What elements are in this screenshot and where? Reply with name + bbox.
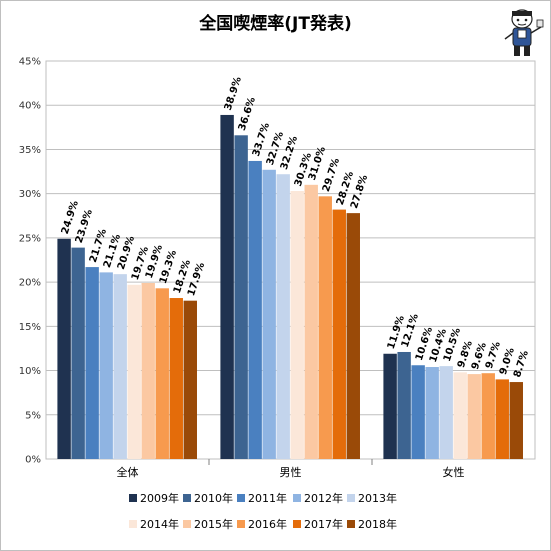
legend-swatch (237, 520, 245, 528)
legend-label: 2015年 (194, 517, 233, 531)
legend-label: 2017年 (304, 517, 343, 531)
bar (262, 169, 276, 459)
legend-label: 2018年 (358, 517, 397, 531)
bar (318, 196, 332, 459)
legend-swatch (183, 520, 191, 528)
y-tick-label: 5% (25, 410, 41, 421)
bar (183, 300, 197, 459)
bar (332, 209, 346, 459)
bar (439, 366, 453, 459)
y-tick-label: 45% (19, 57, 41, 68)
category-label: 男性 (280, 465, 302, 479)
bar (220, 114, 234, 459)
legend-label: 2014年 (140, 517, 179, 531)
y-tick-label: 35% (19, 145, 41, 156)
y-tick-label: 15% (19, 322, 41, 333)
legend-label: 2009年 (140, 491, 179, 505)
data-label: 38.9% (223, 75, 244, 111)
bar (99, 272, 113, 459)
bar (276, 174, 290, 459)
legend-swatch (347, 520, 355, 528)
mascot-illustration (504, 9, 544, 56)
chart-title: 全国喫煙率(JT発表) (199, 14, 352, 34)
bar (290, 191, 304, 459)
bar (71, 247, 85, 459)
bar (155, 288, 169, 459)
legend-label: 2016年 (248, 517, 287, 531)
bar (425, 367, 439, 459)
bar (481, 373, 495, 459)
category-label: 全体 (117, 465, 139, 479)
bar (57, 238, 71, 459)
bar (234, 135, 248, 459)
legend-swatch (129, 494, 137, 502)
bar (509, 382, 523, 459)
legend-swatch (183, 494, 191, 502)
bar (248, 160, 262, 460)
y-tick-label: 10% (19, 366, 41, 377)
legend-swatch (293, 520, 301, 528)
bar (346, 213, 360, 459)
legend-swatch (347, 494, 355, 502)
bar (113, 274, 127, 459)
legend-swatch (237, 494, 245, 502)
legend-label: 2010年 (194, 491, 233, 505)
bar (411, 365, 425, 459)
bar (85, 267, 99, 459)
bar (467, 374, 481, 459)
bar (495, 379, 509, 459)
bar (127, 284, 141, 459)
bar (397, 351, 411, 459)
legend-label: 2012年 (304, 491, 343, 505)
y-tick-label: 25% (19, 233, 41, 244)
y-tick-label: 30% (19, 189, 41, 200)
bar (304, 184, 318, 460)
bar (383, 353, 397, 459)
bar (169, 298, 183, 459)
y-tick-label: 20% (19, 278, 41, 289)
bar (141, 282, 155, 459)
legend-label: 2013年 (358, 491, 397, 505)
bar (453, 372, 467, 459)
y-tick-label: 40% (19, 101, 41, 112)
legend-label: 2011年 (248, 491, 287, 505)
legend-swatch (129, 520, 137, 528)
y-tick-label: 0% (25, 455, 41, 466)
category-label: 女性 (443, 465, 465, 479)
legend-swatch (293, 494, 301, 502)
data-label: 36.6% (237, 96, 258, 132)
